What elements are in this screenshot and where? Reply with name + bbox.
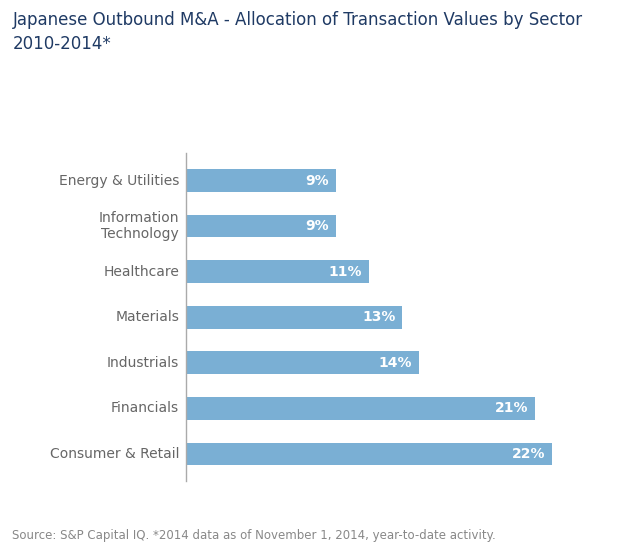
Text: 14%: 14% — [378, 356, 412, 370]
Text: 9%: 9% — [305, 173, 329, 188]
Bar — [186, 306, 402, 329]
Bar — [186, 214, 335, 237]
Bar — [186, 397, 535, 420]
Text: 9%: 9% — [305, 219, 329, 233]
Bar — [186, 169, 335, 192]
Text: 13%: 13% — [362, 310, 396, 324]
Text: 21%: 21% — [495, 401, 528, 415]
Bar — [186, 352, 418, 374]
Text: 22%: 22% — [512, 447, 545, 461]
Text: 11%: 11% — [329, 265, 362, 278]
Text: Source: S&P Capital IQ. *2014 data as of November 1, 2014, year-to-date activity: Source: S&P Capital IQ. *2014 data as of… — [12, 528, 496, 542]
Bar — [186, 260, 369, 283]
Bar — [186, 443, 552, 465]
Text: Japanese Outbound M&A - Allocation of Transaction Values by Sector
2010-2014*: Japanese Outbound M&A - Allocation of Tr… — [12, 11, 583, 53]
